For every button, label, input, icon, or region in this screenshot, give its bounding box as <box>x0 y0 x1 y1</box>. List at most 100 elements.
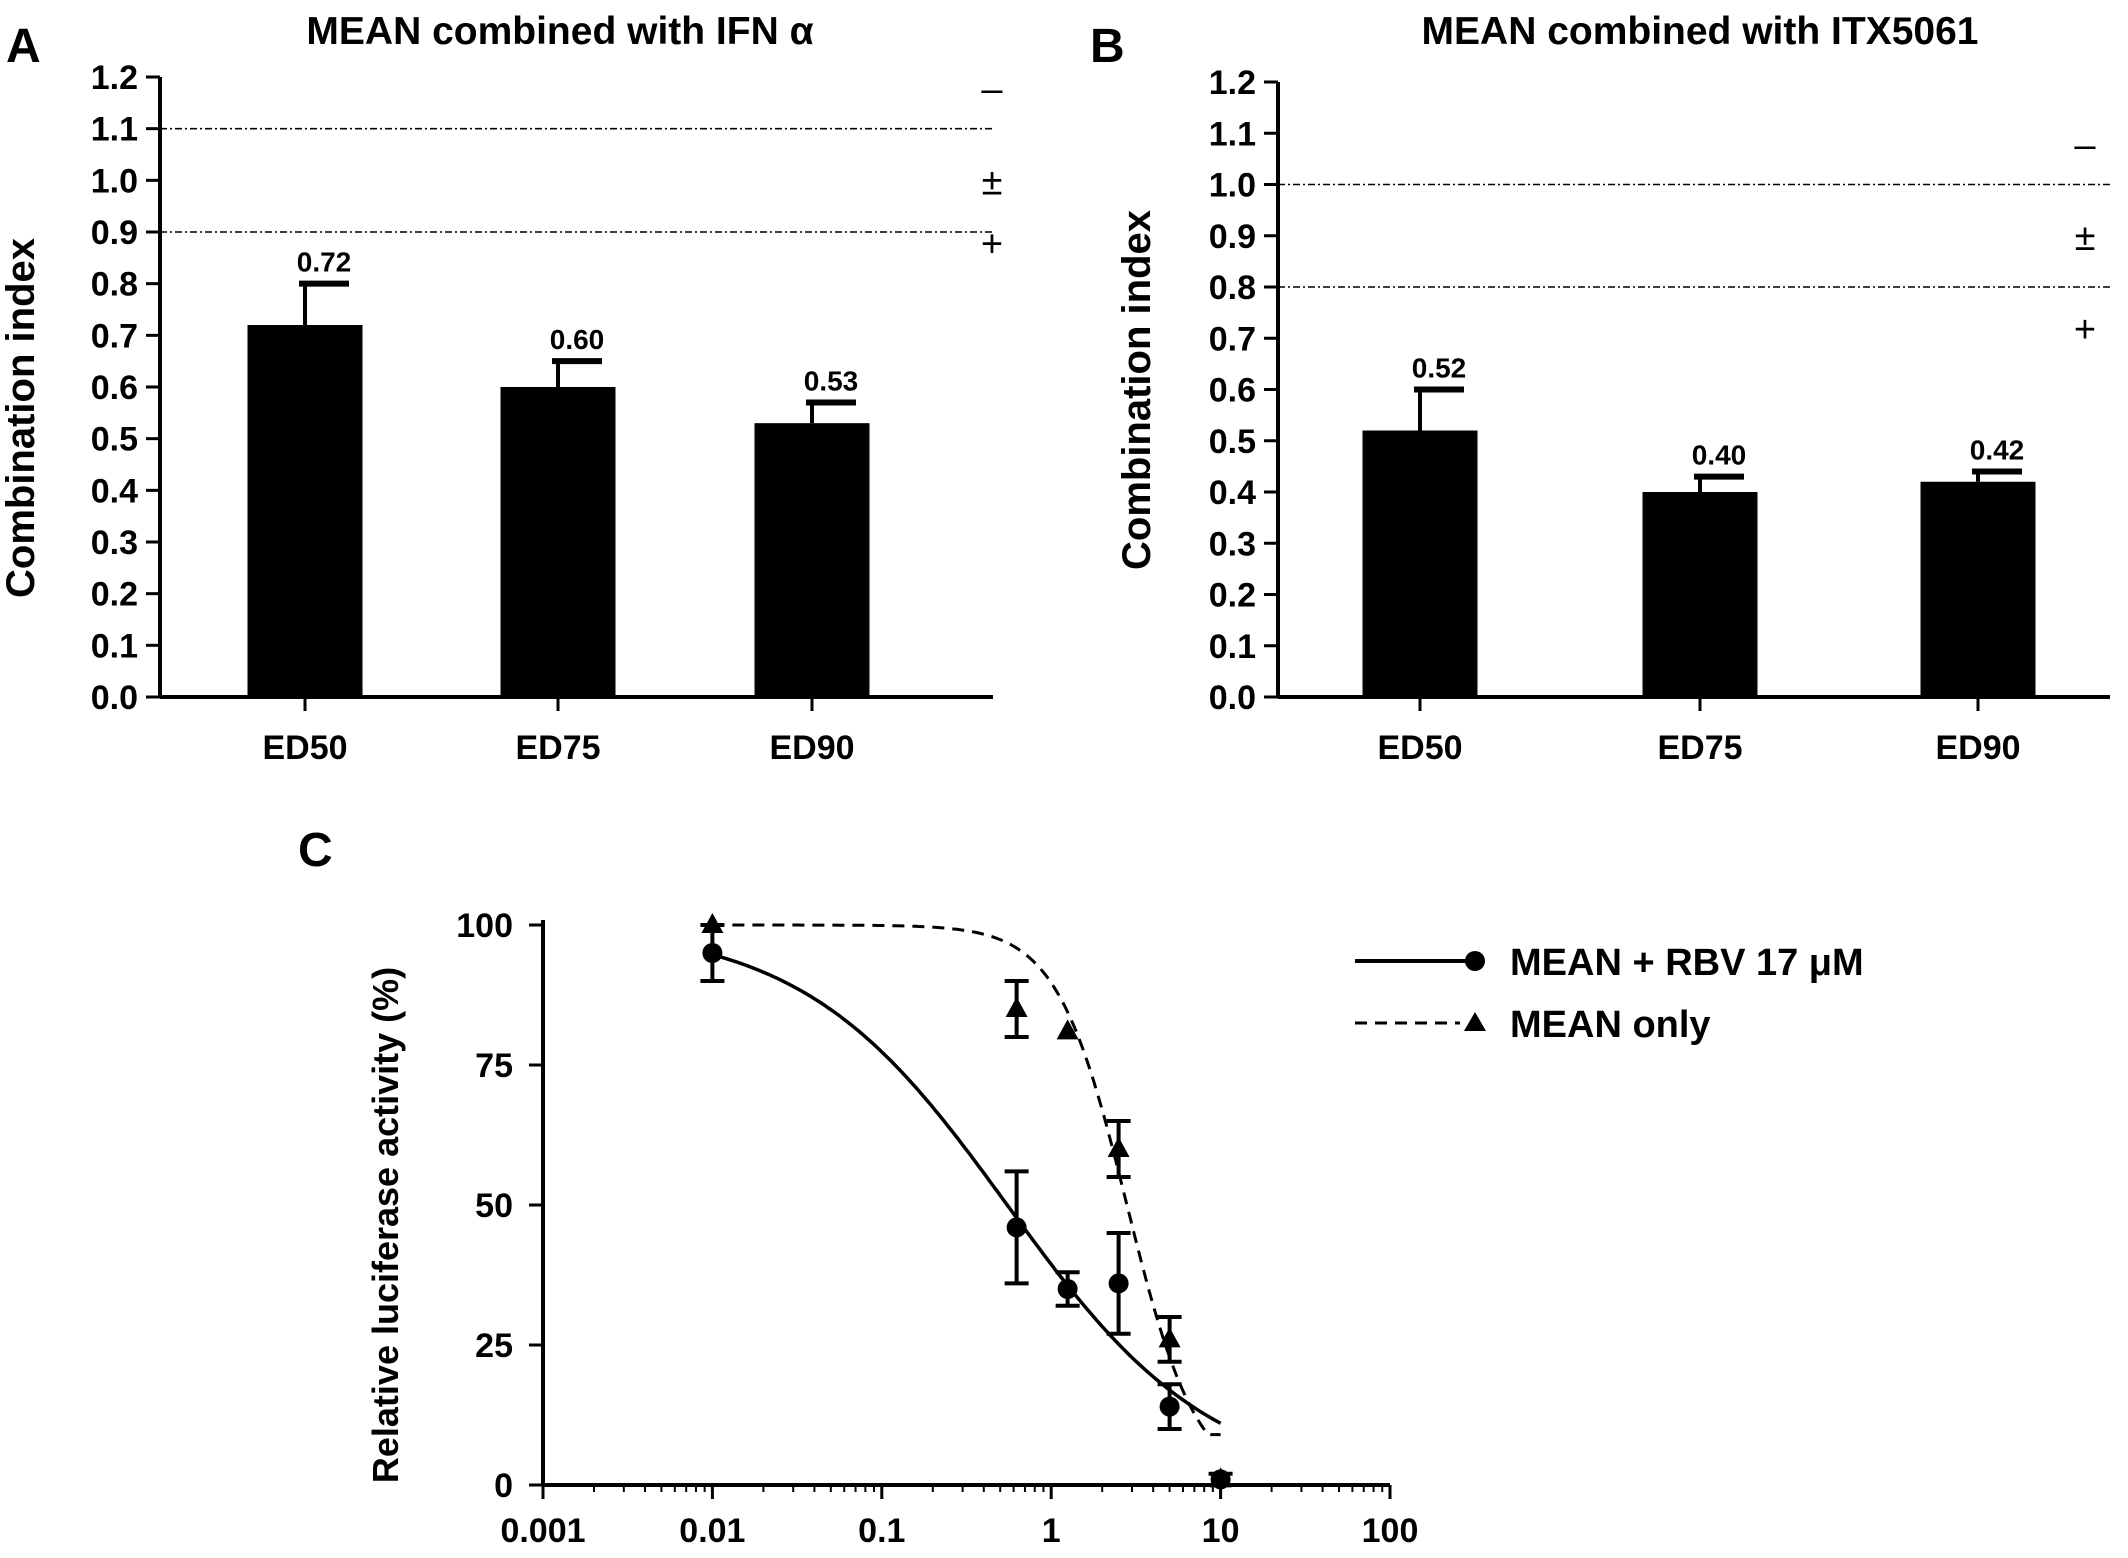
panel-b-y-tick-label: 1.2 <box>1209 64 1256 102</box>
panel-b-y-tick-label: 0.1 <box>1209 628 1256 666</box>
panel-c-x-tick-label: 0.001 <box>500 1512 585 1550</box>
panel-a-y-tick-label: 0.6 <box>91 369 138 407</box>
panel-b-value-label: 0.40 <box>1692 440 1747 471</box>
panel-a-y-tick-label: 0.9 <box>91 214 138 252</box>
panel-a-x-tick-label: ED75 <box>515 729 600 767</box>
panel-a-y-tick-label: 0.4 <box>91 472 138 510</box>
panel-c-y-tick-label: 50 <box>475 1187 513 1225</box>
panel-a-y-axis-label: Combination index <box>0 238 43 598</box>
panel-c: C Relative luciferase activity (%) 0 25 50… <box>298 824 1864 1550</box>
panel-a-y-tick-label: 1.2 <box>91 59 138 97</box>
panel-b-x-tick-label: ED50 <box>1377 729 1462 767</box>
panel-a-y-tick-label: 0.8 <box>91 266 138 304</box>
panel-c-fit-curve-2 <box>712 923 1221 1437</box>
panel-b-y-tick-label: 0.9 <box>1209 218 1256 256</box>
panel-c-circle-point <box>1108 1273 1129 1294</box>
panel-a-bar <box>247 325 363 697</box>
panel-c-fit-curve-1 <box>711 952 1222 1425</box>
panel-b-zone-label: – <box>2074 125 2096 167</box>
panel-b-y-tick-label: 0.2 <box>1209 577 1256 615</box>
panel-b-zone-label: ± <box>2075 217 2096 259</box>
panel-b-zone-labels: – ± + <box>2074 125 2097 352</box>
panel-a-bar <box>754 423 870 697</box>
panel-b-bar <box>1362 430 1478 697</box>
panel-c-triangle-point <box>1056 1019 1079 1040</box>
panel-b-y-tick-label: 0.6 <box>1209 372 1256 410</box>
panel-a-label: A <box>6 20 41 73</box>
panel-c-triangle-point <box>701 913 724 933</box>
panel-c-fit-curves <box>711 923 1222 1437</box>
panel-a-zone-label: + <box>981 223 1003 265</box>
panel-b-y-tick-label: 0.3 <box>1209 525 1256 563</box>
panel-b-value-label: 0.52 <box>1412 353 1467 384</box>
panel-b-label: B <box>1090 20 1125 73</box>
panel-c-triangle-point <box>1209 1467 1232 1488</box>
panel-b-bars: 0.52 0.40 0.42 <box>1362 353 2036 697</box>
panel-c-label: C <box>298 824 333 877</box>
panel-b-value-label: 0.42 <box>1970 435 2025 466</box>
panel-b-x-tick-label: ED75 <box>1657 729 1742 767</box>
panel-b-y-tick-label: 0.4 <box>1209 474 1256 512</box>
panel-c-triangle-point <box>1158 1327 1181 1348</box>
panel-a-reference-lines <box>160 127 993 233</box>
panel-c-y-tick-label: 0 <box>494 1467 513 1505</box>
panel-b-x-axis: ED50 ED75 ED90 <box>1278 695 2110 767</box>
panel-b-zone-label: + <box>2074 309 2096 351</box>
panel-a-x-tick-label: ED50 <box>262 729 347 767</box>
panel-a-y-tick-label: 0.1 <box>91 627 138 665</box>
panel-c-circle-point <box>1057 1279 1078 1299</box>
legend-circle-marker <box>1465 951 1485 971</box>
panel-b-bar <box>1642 492 1758 697</box>
panel-c-circle-point <box>1006 1217 1027 1238</box>
panel-c-y-tick-label: 25 <box>475 1327 513 1365</box>
panel-a-y-ticks: 0.0 0.1 0.2 0.3 0.4 0.5 0.6 0.7 0.8 0.9 1.0 1.1 1.2 <box>91 59 162 717</box>
panel-c-x-tick-label: 0.1 <box>858 1512 905 1550</box>
panel-c-x-tick-label: 0.01 <box>679 1512 745 1550</box>
panel-b-y-tick-label: 0.7 <box>1209 320 1256 358</box>
panel-a-zone-labels: – ± + <box>981 68 1004 265</box>
legend-triangle-marker <box>1464 1012 1486 1031</box>
panel-a-y-tick-label: 0.5 <box>91 421 138 459</box>
panel-b-y-tick-label: 0.0 <box>1209 679 1256 717</box>
panel-b-bar <box>1920 481 2036 697</box>
panel-a-x-axis: ED50 ED75 ED90 <box>160 695 993 767</box>
panel-b-title: MEAN combined with ITX5061 <box>1422 10 1979 53</box>
panel-c-legend: MEAN + RBV 17 μM MEAN only <box>1355 942 1864 1046</box>
panel-a-y-tick-label: 0.3 <box>91 524 138 562</box>
panel-c-data-points <box>700 913 1233 1490</box>
panel-a-title: MEAN combined with IFN α <box>306 10 813 53</box>
panel-c-axes: 0 25 50 75 100 0.001 0.01 0.1 1 10 100 <box>456 907 1418 1550</box>
panel-c-y-axis-label: Relative luciferase activity (%) <box>365 967 406 1483</box>
panel-b-y-tick-label: 1.0 <box>1209 167 1256 205</box>
panel-a-value-label: 0.72 <box>297 247 352 278</box>
panel-a-bar <box>500 387 616 697</box>
panel-b: B MEAN combined with ITX5061 Combination… <box>1090 10 2110 767</box>
panel-a-y-tick-label: 1.0 <box>91 162 138 200</box>
panel-b-y-tick-label: 1.1 <box>1209 115 1256 153</box>
panel-a-y-tick-label: 1.1 <box>91 111 138 149</box>
panel-c-x-tick-label: 1 <box>1042 1512 1061 1550</box>
panel-a-value-label: 0.60 <box>550 324 605 355</box>
panel-c-triangle-point <box>1005 997 1028 1017</box>
panel-a: A MEAN combined with IFN α Combination i… <box>0 10 1003 767</box>
panel-a-y-tick-label: 0.7 <box>91 317 138 355</box>
panel-a-y-tick-label: 0.0 <box>91 679 138 717</box>
panel-b-y-tick-label: 0.5 <box>1209 423 1256 461</box>
panel-a-value-label: 0.53 <box>804 366 859 397</box>
panel-c-x-tick-label: 100 <box>1362 1512 1419 1550</box>
panel-c-x-tick-label: 10 <box>1202 1512 1240 1550</box>
panel-c-circle-point <box>702 943 723 963</box>
panel-b-y-tick-label: 0.8 <box>1209 269 1256 307</box>
panel-c-triangle-point <box>1107 1137 1130 1157</box>
panel-b-reference-lines <box>1278 183 2110 288</box>
panel-c-y-tick-label: 75 <box>475 1047 513 1085</box>
panel-b-y-axis-label: Combination index <box>1115 210 1159 570</box>
panel-a-y-tick-label: 0.2 <box>91 576 138 614</box>
legend-series-1-name: MEAN + RBV 17 μM <box>1510 942 1864 984</box>
legend-series-2-name: MEAN only <box>1510 1004 1711 1046</box>
panel-c-y-tick-label: 100 <box>456 907 513 945</box>
panel-a-zone-label: ± <box>982 161 1003 203</box>
panel-c-circle-point <box>1159 1396 1180 1417</box>
panel-a-zone-label: – <box>981 68 1003 110</box>
